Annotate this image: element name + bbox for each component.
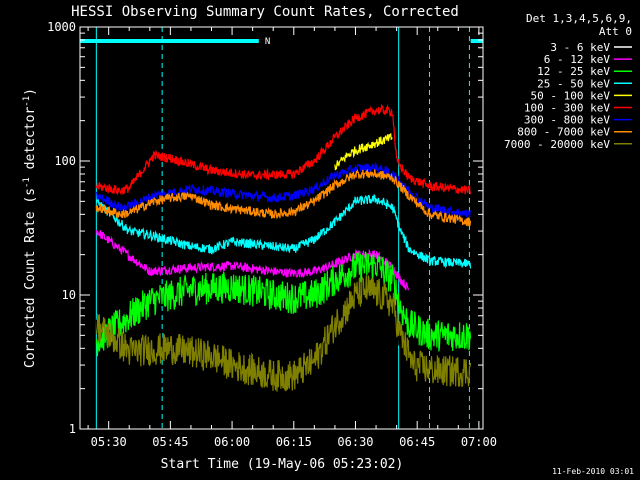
legend-header-line-1: Det 1,3,4,5,6,9, [526, 12, 632, 25]
series-line-4 [95, 194, 472, 269]
y-tick-label-3: 100 [54, 154, 76, 168]
y-axis-label-mid: detector [23, 107, 38, 178]
x-tick-label-3: 06:00 [214, 435, 250, 449]
y-tick-label-1: 1 [69, 422, 76, 436]
series-line-5 [334, 132, 393, 171]
y-axis-label: Corrected Count Rate (s-1 detector-1) [22, 88, 38, 368]
y-axis: 1 10 100 1000 [47, 20, 483, 436]
series-line-8 [95, 168, 472, 228]
x-axis: 05:30 05:45 06:00 06:15 06:30 06:45 07:00 [87, 27, 497, 449]
chart-title: HESSI Observing Summary Count Rates, Cor… [71, 4, 459, 20]
footer-date: 11-Feb-2010 03:01 [552, 467, 634, 476]
legend-entry-label-1: 3 - 6 keV [550, 41, 610, 54]
series-line-7 [95, 162, 472, 219]
legend-header-line-2: Att 0 [599, 25, 632, 38]
series-line-6 [95, 103, 472, 196]
legend-entry-label-3: 12 - 25 keV [537, 65, 610, 78]
x-tick-label-5: 06:30 [337, 435, 373, 449]
series-line-9 [95, 275, 472, 392]
series-line-2 [95, 229, 410, 291]
x-tick-label-6: 06:45 [399, 435, 435, 449]
legend-entry-label-2: 6 - 12 keV [544, 53, 611, 66]
legend-entry-label-8: 800 - 7000 keV [517, 126, 610, 139]
y-axis-label-main: Corrected Count Rate (s [23, 188, 38, 368]
y-axis-label-end: ) [23, 88, 38, 96]
legend-entry-label-4: 25 - 50 keV [537, 77, 610, 90]
y-axis-label-sup2: -1 [22, 96, 32, 107]
series-line-3 [95, 251, 472, 357]
x-tick-label-7: 07:00 [461, 435, 497, 449]
legend-entry-label-9: 7000 - 20000 keV [504, 138, 610, 151]
plot-area: N [80, 27, 483, 429]
x-tick-label-1: 05:30 [91, 435, 127, 449]
x-tick-label-4: 06:15 [276, 435, 312, 449]
y-axis-label-sup1: -1 [22, 177, 32, 188]
x-axis-label: Start Time (19-May-06 05:23:02) [161, 457, 404, 472]
night-label: N [265, 37, 270, 47]
y-tick-label-4: 1000 [47, 20, 76, 34]
legend-entry-label-5: 50 - 100 keV [531, 89, 611, 102]
y-tick-label-2: 10 [62, 288, 76, 302]
plot-frame [79, 26, 484, 430]
legend-entry-label-6: 100 - 300 keV [524, 102, 610, 115]
x-tick-label-2: 05:45 [152, 435, 188, 449]
legend-entry-label-7: 300 - 800 keV [524, 114, 610, 127]
